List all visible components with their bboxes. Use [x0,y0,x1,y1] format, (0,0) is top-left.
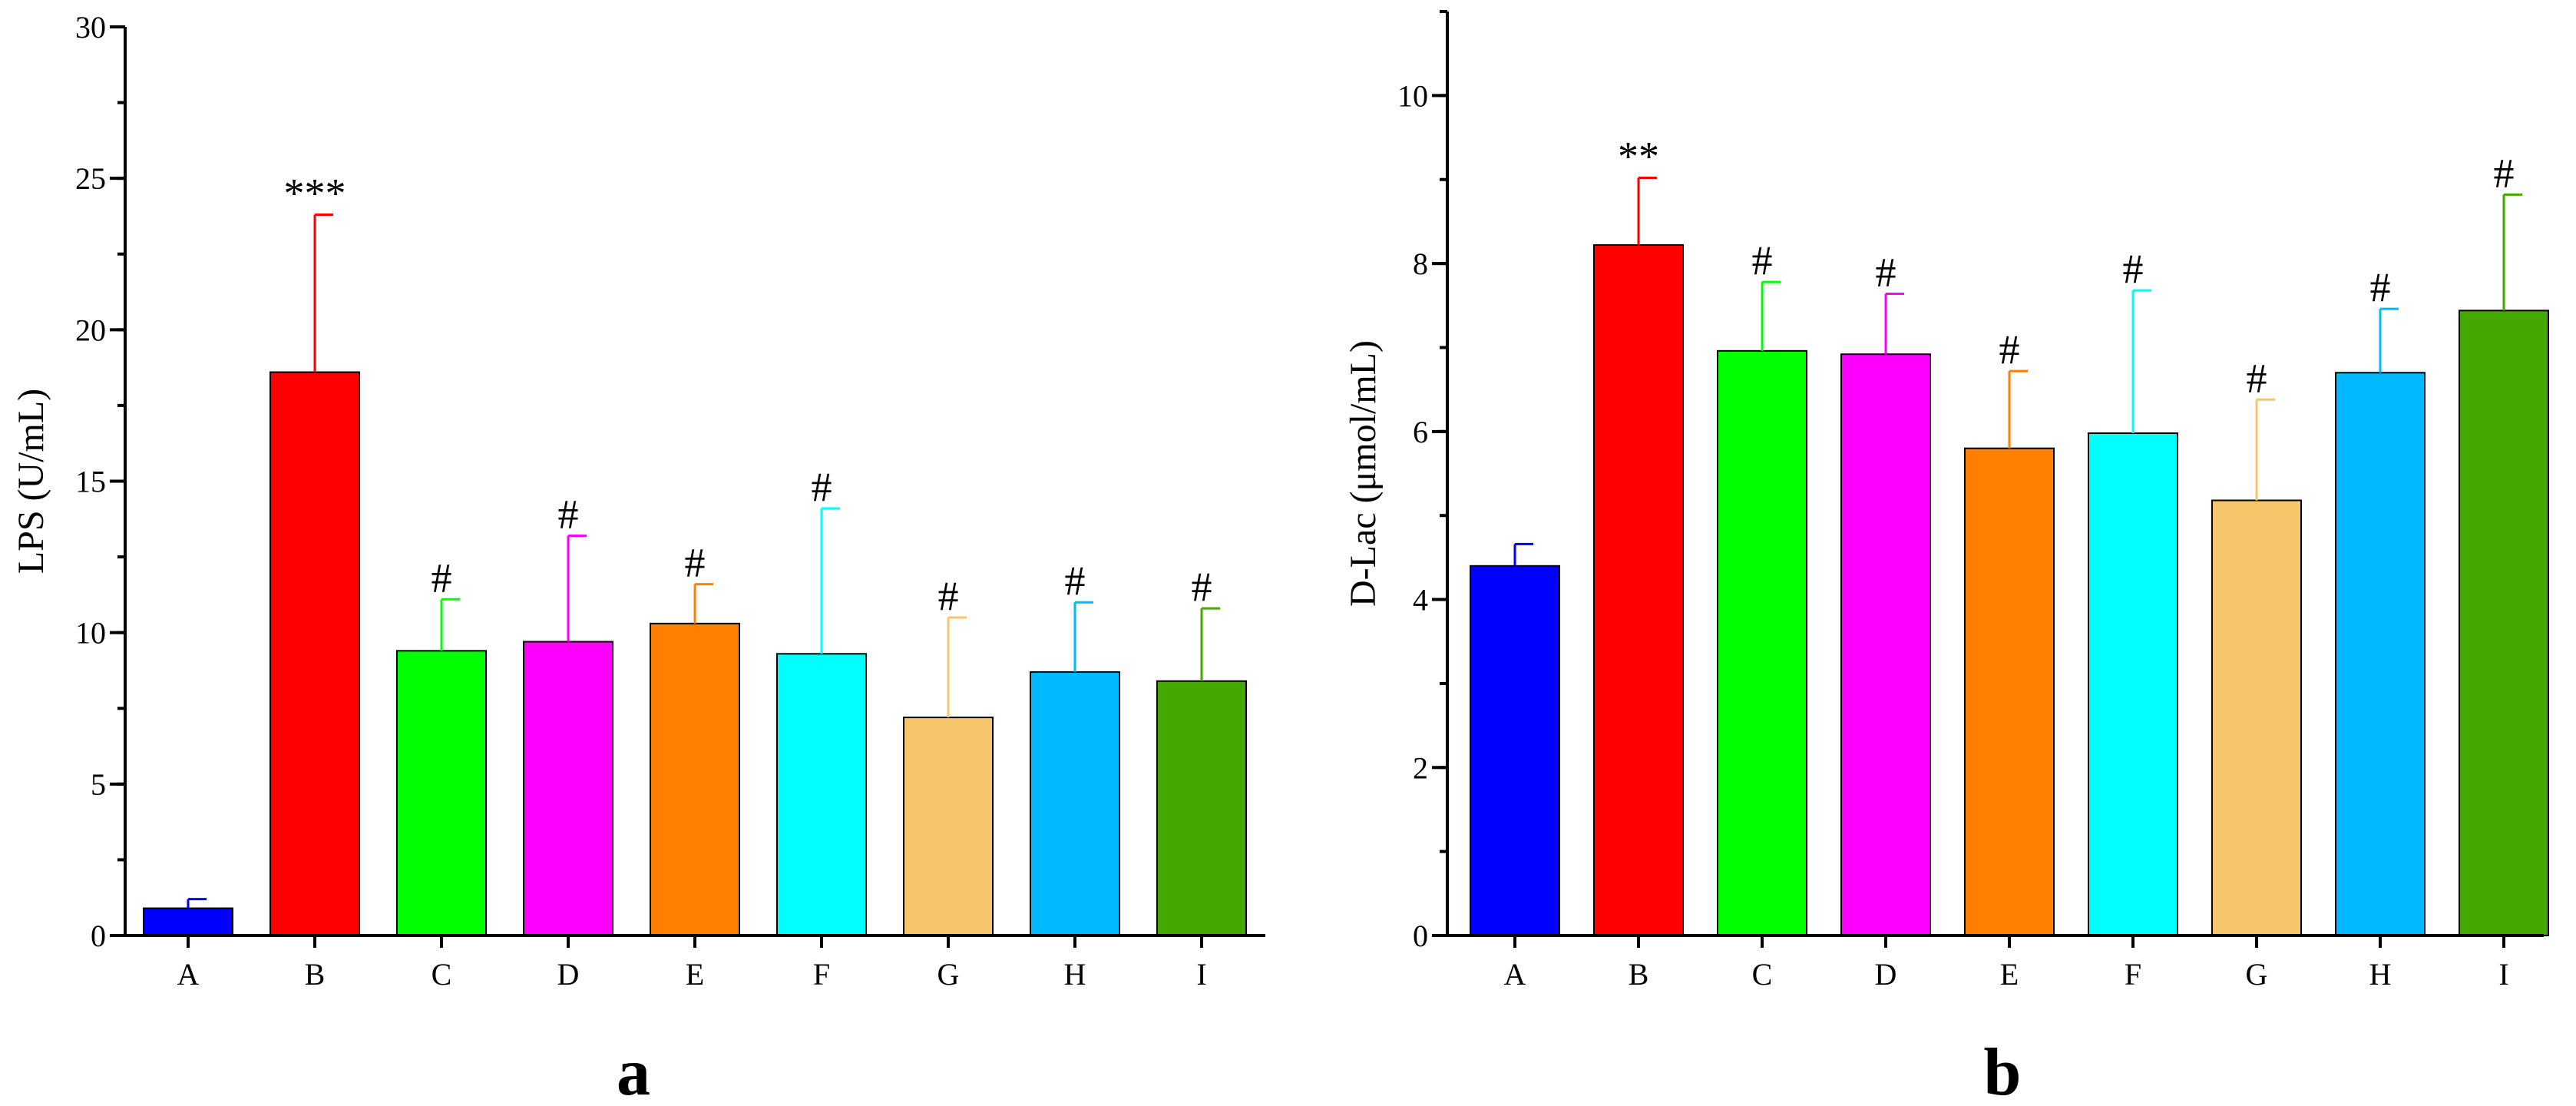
significance-label-i: # [1192,564,1212,610]
error-bar-i [1200,607,1220,681]
error-bar-f [2131,289,2151,434]
x-tick-label-d: D [557,957,580,992]
y-tick-label: 2 [1413,750,1428,785]
significance-label-d: # [1876,249,1896,295]
y-axis-title: LPS (U/mL) [11,389,51,574]
y-tick-label: 6 [1413,415,1428,449]
x-tick-label-f: F [813,957,830,992]
panel-label: b [1984,1035,2022,1106]
error-bar-e [693,583,713,624]
error-bar-e [2008,369,2028,449]
y-tick-label: 8 [1413,247,1428,281]
bar-d [1840,353,1931,937]
error-bar-f [820,507,840,654]
x-tick-label-b: B [305,957,326,992]
bar-e [1964,447,2055,936]
y-tick-label: 10 [75,616,106,651]
significance-label-f: # [812,464,832,510]
significance-label-e: # [1999,326,2020,373]
x-tick-label-b: B [1629,957,1649,992]
panel-label: a [617,1035,650,1106]
x-tick-label-a: A [177,957,200,992]
significance-label-h: # [1065,558,1086,604]
y-tick-label: 0 [1413,919,1428,953]
bar-b [1593,244,1684,937]
y-tick-label: 0 [91,919,106,953]
bar-h [2335,372,2426,937]
bar-b [270,371,360,937]
y-tick-label: 10 [1397,78,1428,113]
y-tick-label: 5 [91,767,106,802]
significance-label-i: # [2494,150,2515,196]
error-bar-b [313,213,333,373]
significance-label-f: # [2123,246,2144,292]
bar-f [776,653,867,937]
bar-e [650,622,740,936]
y-tick-label: 20 [75,313,106,347]
x-tick-label-g: G [2246,957,2268,992]
error-bar-d [1884,292,1904,355]
x-tick-label-c: C [432,957,452,992]
significance-label-b: *** [284,170,346,216]
error-bar-b [1637,177,1657,246]
bar-i [2459,310,2549,936]
bar-a [143,907,233,937]
x-tick-label-d: D [1875,957,1897,992]
bar-h [1030,671,1120,936]
x-tick-label-i: I [1196,957,1206,992]
chart-panel-b: A ** B # C # D # E # F # G # H # I 0 2 4 6 8 10 D-Lac (μmol/mL)… [1343,10,2549,1106]
x-tick-label-h: H [1064,957,1086,992]
x-tick-label-h: H [2369,957,2392,992]
significance-label-c: # [432,555,452,601]
y-axis-title: D-Lac (μmol/mL) [1343,340,1384,607]
significance-label-b: ** [1618,134,1659,180]
significance-label-h: # [2370,264,2391,310]
error-bar-i [2502,193,2522,311]
x-tick-label-a: A [1504,957,1526,992]
y-tick-label: 15 [75,465,106,499]
bar-f [2088,432,2178,936]
significance-label-e: # [685,540,706,586]
x-tick-label-g: G [937,957,960,992]
x-tick-label-e: E [2000,957,2019,992]
significance-label-g: # [938,573,959,619]
bar-c [1717,349,1807,936]
x-tick-label-i: I [2498,957,2508,992]
bar-a [1470,565,1560,936]
error-bar-c [440,598,460,651]
error-bar-g [947,616,967,718]
error-bar-a [1513,542,1533,566]
significance-label-g: # [2247,355,2267,401]
chart-panel-a: A *** B # C # D # E # F # G # H # I 0 5 10 15 20 25 30 LPS (U/mL… [11,10,1265,1106]
bar-d [523,641,613,936]
bar-g [2211,499,2302,936]
y-tick-label: 4 [1413,583,1428,618]
y-tick-label: 25 [75,161,106,196]
x-tick-label-e: E [686,957,704,992]
error-bar-a [187,898,207,909]
error-bar-g [2255,398,2275,501]
error-bar-c [1761,280,1781,351]
bar-g [903,717,994,937]
bar-c [396,650,487,936]
error-bar-d [567,534,587,642]
x-tick-label-f: F [2125,957,2141,992]
significance-label-c: # [1752,237,1773,283]
error-bar-h [1073,601,1093,672]
y-tick-label: 30 [75,10,106,45]
x-tick-label-c: C [1752,957,1773,992]
significance-label-d: # [558,491,579,537]
bar-i [1156,680,1247,936]
error-bar-h [2379,307,2399,373]
